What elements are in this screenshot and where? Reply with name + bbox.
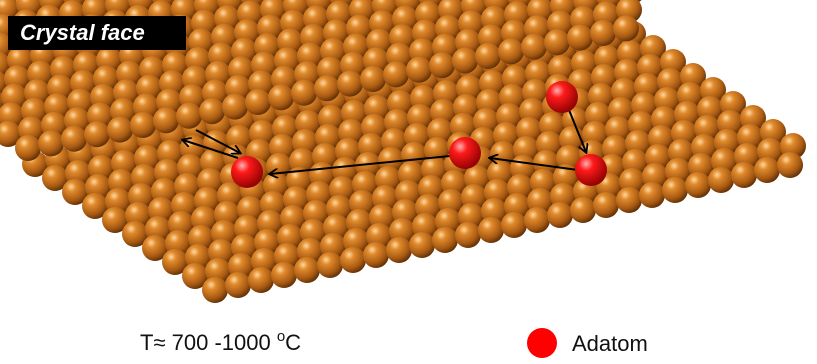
atom (363, 242, 389, 268)
atom (107, 117, 133, 143)
atom (291, 80, 317, 106)
atom (452, 48, 478, 74)
legend-marker (527, 328, 557, 358)
atom (708, 167, 734, 193)
atom (406, 57, 432, 83)
title: Crystal face (20, 20, 145, 45)
atom (409, 232, 435, 258)
atom (268, 84, 294, 110)
atom (570, 197, 596, 223)
atom (498, 38, 524, 64)
atom (731, 162, 757, 188)
atom (590, 20, 616, 46)
atom (524, 207, 550, 233)
atom (662, 177, 688, 203)
atom (501, 212, 527, 238)
adatom (575, 154, 607, 186)
atom (360, 66, 386, 92)
atom (429, 52, 455, 78)
atom (386, 237, 412, 263)
atom (455, 222, 481, 248)
atom (225, 272, 251, 298)
atom (245, 89, 271, 115)
temperature: T≈ 700 -1000 oC (140, 328, 301, 355)
atom (317, 252, 343, 278)
atom (521, 34, 547, 60)
atom (616, 187, 642, 213)
atom (153, 107, 179, 133)
atom (544, 29, 570, 55)
atom (38, 130, 64, 156)
atom (777, 152, 803, 178)
atom (202, 277, 228, 303)
atom (271, 262, 297, 288)
legend-label: Adatom (572, 331, 648, 356)
atom (294, 257, 320, 283)
atom (222, 94, 248, 120)
atom (314, 75, 340, 101)
atom (547, 202, 573, 228)
atom (383, 61, 409, 87)
adatom (449, 137, 481, 169)
atom (176, 103, 202, 129)
atom (478, 217, 504, 243)
atom (15, 135, 41, 161)
atom (337, 71, 363, 97)
adatom (231, 156, 263, 188)
adatom (546, 81, 578, 113)
atom (613, 15, 639, 41)
atom (61, 126, 87, 152)
atom (248, 267, 274, 293)
temperature-prefix: T≈ 700 -1000 (140, 330, 277, 355)
atom (340, 247, 366, 273)
atom (593, 192, 619, 218)
atom (475, 43, 501, 69)
atom (754, 157, 780, 183)
diagram: Crystal face T≈ 700 -1000 oC Adatom (0, 0, 817, 364)
atom (432, 227, 458, 253)
atom (199, 98, 225, 124)
degree-sign: o (277, 328, 285, 345)
atom (639, 182, 665, 208)
atom (84, 121, 110, 147)
atom (130, 112, 156, 138)
temperature-unit: C (285, 330, 301, 355)
atom (685, 172, 711, 198)
atom (567, 25, 593, 51)
